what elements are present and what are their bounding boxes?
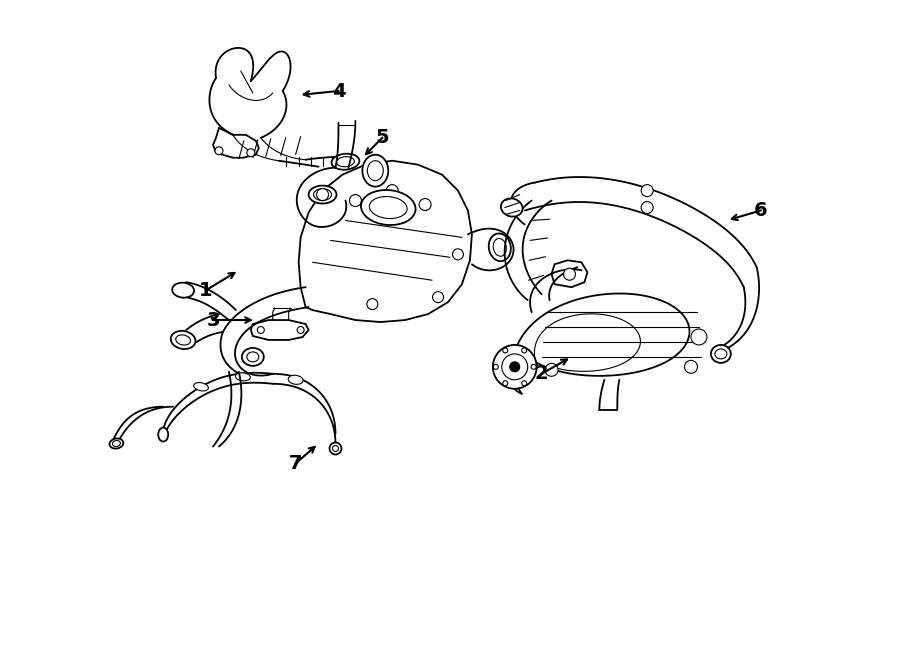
Circle shape [522, 381, 526, 386]
Circle shape [419, 199, 431, 211]
Text: 1: 1 [199, 281, 212, 300]
Ellipse shape [332, 446, 338, 451]
Circle shape [493, 364, 499, 369]
Polygon shape [251, 320, 309, 340]
Circle shape [453, 249, 464, 260]
Ellipse shape [236, 373, 250, 381]
Ellipse shape [711, 345, 731, 363]
Polygon shape [552, 260, 588, 287]
Text: 7: 7 [289, 454, 302, 473]
Circle shape [563, 268, 575, 280]
Ellipse shape [363, 155, 388, 187]
Ellipse shape [309, 185, 337, 203]
Ellipse shape [242, 348, 264, 366]
Circle shape [545, 363, 558, 376]
Ellipse shape [337, 157, 355, 167]
Text: 5: 5 [375, 128, 389, 148]
Ellipse shape [288, 375, 303, 385]
Text: 2: 2 [535, 364, 548, 383]
Circle shape [367, 299, 378, 310]
Ellipse shape [367, 161, 383, 181]
Circle shape [433, 292, 444, 303]
Ellipse shape [361, 190, 416, 225]
Ellipse shape [176, 335, 191, 345]
Circle shape [349, 195, 362, 207]
Circle shape [493, 345, 536, 389]
Ellipse shape [247, 352, 259, 362]
Circle shape [522, 348, 526, 353]
Polygon shape [213, 128, 259, 158]
Ellipse shape [112, 440, 121, 447]
Text: 3: 3 [206, 310, 220, 330]
Ellipse shape [194, 383, 209, 391]
Ellipse shape [493, 238, 507, 256]
Circle shape [386, 185, 398, 197]
Circle shape [691, 329, 707, 345]
Ellipse shape [489, 234, 511, 261]
Ellipse shape [110, 438, 123, 449]
Circle shape [247, 149, 255, 157]
Circle shape [502, 354, 527, 380]
Ellipse shape [329, 442, 341, 455]
Circle shape [641, 185, 653, 197]
Circle shape [257, 326, 265, 334]
Polygon shape [299, 161, 472, 322]
Circle shape [509, 362, 519, 372]
Circle shape [641, 201, 653, 214]
Text: 6: 6 [754, 201, 768, 220]
Circle shape [503, 348, 508, 353]
Ellipse shape [369, 197, 407, 218]
Circle shape [685, 360, 698, 373]
Ellipse shape [715, 349, 727, 359]
Ellipse shape [331, 154, 359, 169]
Circle shape [503, 381, 508, 386]
Circle shape [215, 147, 223, 155]
Circle shape [317, 189, 328, 201]
Ellipse shape [313, 189, 331, 201]
Ellipse shape [501, 199, 523, 216]
Circle shape [297, 326, 304, 334]
Ellipse shape [158, 428, 168, 442]
Text: 4: 4 [332, 81, 346, 101]
Ellipse shape [171, 331, 195, 349]
Ellipse shape [172, 283, 194, 298]
Circle shape [531, 364, 536, 369]
